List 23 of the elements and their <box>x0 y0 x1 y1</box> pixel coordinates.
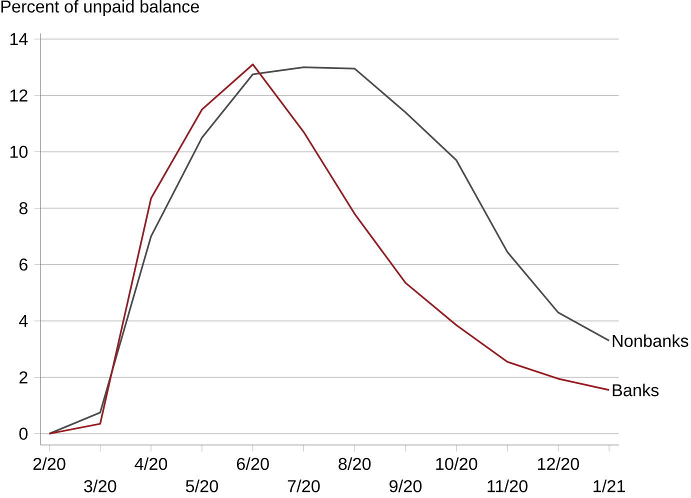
x-tick-label: 1/21 <box>594 480 625 492</box>
x-tick-label: 9/20 <box>390 480 422 492</box>
y-tick-label: 10 <box>10 146 28 158</box>
x-tick-label: 6/20 <box>236 457 269 470</box>
y-tick-label: 8 <box>19 202 28 214</box>
x-tick-label: 7/20 <box>288 480 320 492</box>
series-label: Nonbanks <box>612 334 688 347</box>
x-tick-label: 8/20 <box>338 457 371 470</box>
y-tick-label: 6 <box>20 258 28 271</box>
x-tick-label: 3/20 <box>84 480 116 492</box>
series-label: Banks <box>612 384 659 396</box>
x-tick-label: 2/20 <box>33 457 66 470</box>
x-tick-label: 10/20 <box>436 457 478 470</box>
y-tick-label: 2 <box>20 371 28 384</box>
x-tick-label: 4/20 <box>134 457 168 470</box>
y-axis-title: Percent of unpaid balance <box>1 0 199 16</box>
y-tick-label: 4 <box>19 315 28 327</box>
y-tick-label: 0 <box>19 428 28 440</box>
x-tick-label: 12/20 <box>538 457 580 470</box>
y-tick-label: 14 <box>10 33 28 45</box>
x-tick-label: 11/20 <box>488 480 528 492</box>
x-tick-label: 5/20 <box>186 480 218 492</box>
y-tick-label: 12 <box>10 89 28 102</box>
